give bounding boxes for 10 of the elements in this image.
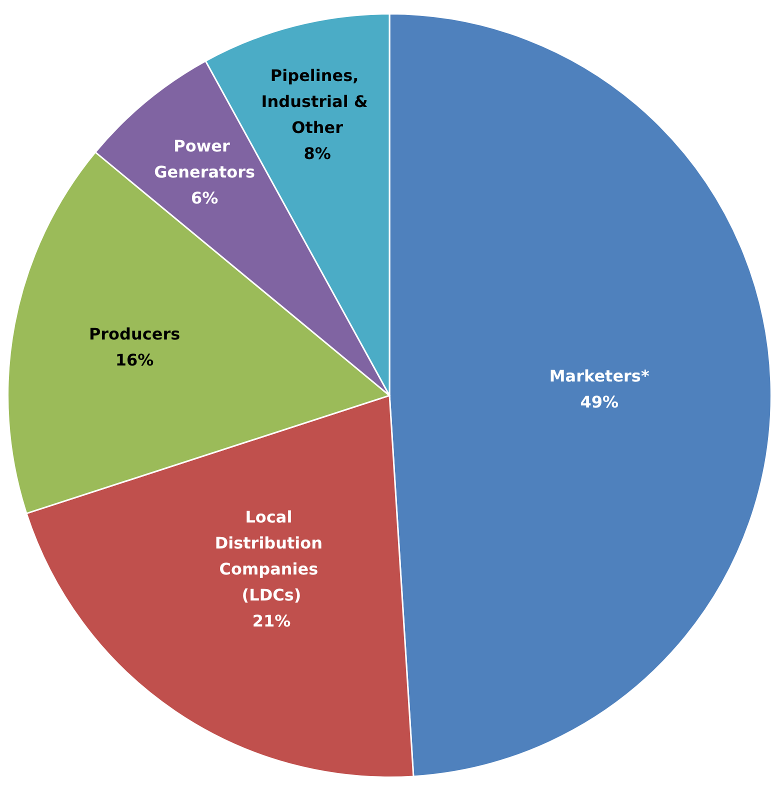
data-label: 16% (115, 350, 154, 370)
slice-label: Local Distribution Companies (LDCs) (214, 508, 328, 605)
slice-label: Pipelines, Industrial & Other (261, 66, 374, 138)
slice-label: Marketers* (549, 366, 650, 386)
data-label: 21% (252, 612, 291, 631)
slice-label: Power Generators (154, 136, 256, 182)
data-label: 6% (191, 188, 218, 208)
data-label: 8% (304, 144, 331, 164)
slice-label: Producers (88, 324, 180, 344)
data-label: 49% (580, 392, 618, 412)
